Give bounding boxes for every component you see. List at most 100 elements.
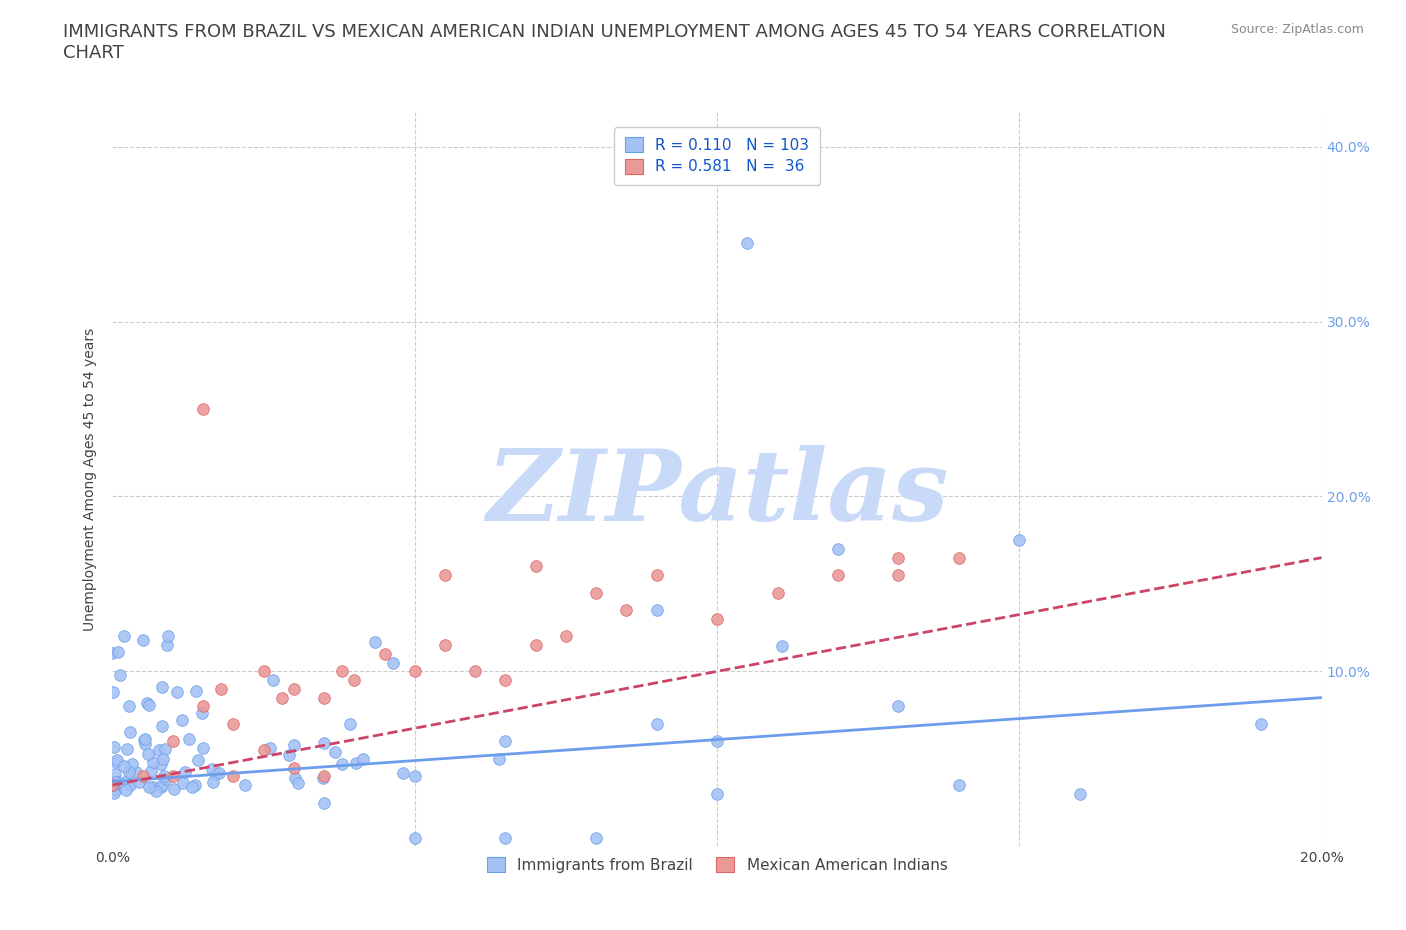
Point — [235, 777, 257, 792]
Point — [382, 656, 405, 671]
Point — [103, 777, 125, 792]
Point — [352, 751, 374, 766]
Point — [706, 734, 728, 749]
Point — [585, 830, 607, 845]
Point — [132, 632, 155, 647]
Point — [706, 611, 728, 626]
Point — [162, 782, 184, 797]
Point — [330, 756, 353, 771]
Point — [138, 698, 160, 712]
Point — [1250, 716, 1272, 731]
Point — [284, 770, 307, 785]
Point — [177, 731, 200, 746]
Point — [495, 734, 517, 749]
Point — [104, 766, 127, 781]
Point — [115, 774, 138, 789]
Point — [495, 830, 517, 845]
Point — [101, 645, 124, 660]
Point — [150, 719, 173, 734]
Point — [287, 776, 309, 790]
Point — [706, 787, 728, 802]
Point — [645, 567, 668, 582]
Point — [112, 758, 135, 773]
Point — [253, 743, 276, 758]
Point — [488, 751, 510, 766]
Point — [464, 664, 486, 679]
Point — [770, 639, 793, 654]
Point — [149, 780, 172, 795]
Point — [142, 779, 165, 794]
Point — [433, 567, 456, 582]
Point — [314, 795, 336, 810]
Point — [433, 638, 456, 653]
Point — [121, 757, 143, 772]
Point — [766, 585, 789, 600]
Point — [887, 699, 910, 714]
Point — [118, 764, 141, 778]
Text: ZIPatlas: ZIPatlas — [486, 445, 948, 542]
Point — [344, 755, 367, 770]
Point — [108, 668, 131, 683]
Point — [191, 740, 214, 755]
Point — [374, 646, 396, 661]
Point — [166, 684, 188, 699]
Point — [107, 644, 129, 659]
Point — [156, 629, 179, 644]
Point — [134, 732, 156, 747]
Point — [148, 743, 170, 758]
Point — [737, 235, 759, 250]
Point — [222, 716, 245, 731]
Point — [283, 737, 305, 752]
Point — [202, 774, 225, 789]
Point — [259, 740, 281, 755]
Point — [136, 696, 159, 711]
Point — [364, 634, 387, 649]
Point — [172, 776, 194, 790]
Point — [105, 754, 128, 769]
Point — [120, 724, 142, 739]
Point — [186, 684, 208, 698]
Text: Source: ZipAtlas.com: Source: ZipAtlas.com — [1230, 23, 1364, 36]
Point — [101, 781, 124, 796]
Point — [150, 756, 173, 771]
Point — [1008, 533, 1031, 548]
Point — [155, 772, 177, 787]
Y-axis label: Unemployment Among Ages 45 to 54 years: Unemployment Among Ages 45 to 54 years — [83, 327, 97, 631]
Point — [283, 682, 305, 697]
Point — [1069, 787, 1091, 802]
Point — [139, 764, 162, 779]
Point — [117, 698, 139, 713]
Point — [132, 732, 155, 747]
Point — [152, 768, 174, 783]
Point — [585, 585, 607, 600]
Legend: Immigrants from Brazil, Mexican American Indians: Immigrants from Brazil, Mexican American… — [481, 851, 953, 879]
Point — [323, 744, 346, 759]
Point — [162, 734, 184, 749]
Point — [887, 567, 910, 582]
Point — [209, 682, 232, 697]
Point — [887, 551, 910, 565]
Point — [404, 769, 426, 784]
Point — [312, 771, 335, 786]
Point — [339, 716, 361, 731]
Point — [134, 737, 156, 751]
Point — [180, 780, 202, 795]
Point — [136, 746, 159, 761]
Point — [314, 736, 336, 751]
Point — [616, 603, 638, 618]
Point — [283, 760, 305, 775]
Point — [128, 775, 150, 790]
Point — [115, 742, 138, 757]
Point — [152, 751, 174, 766]
Text: IMMIGRANTS FROM BRAZIL VS MEXICAN AMERICAN INDIAN UNEMPLOYMENT AMONG AGES 45 TO : IMMIGRANTS FROM BRAZIL VS MEXICAN AMERIC… — [63, 23, 1166, 62]
Point — [191, 706, 214, 721]
Point — [404, 664, 426, 679]
Point — [404, 830, 426, 845]
Point — [948, 551, 970, 565]
Point — [201, 762, 224, 777]
Point — [645, 716, 668, 731]
Point — [277, 748, 299, 763]
Point — [827, 567, 849, 582]
Point — [253, 664, 276, 679]
Point — [103, 740, 125, 755]
